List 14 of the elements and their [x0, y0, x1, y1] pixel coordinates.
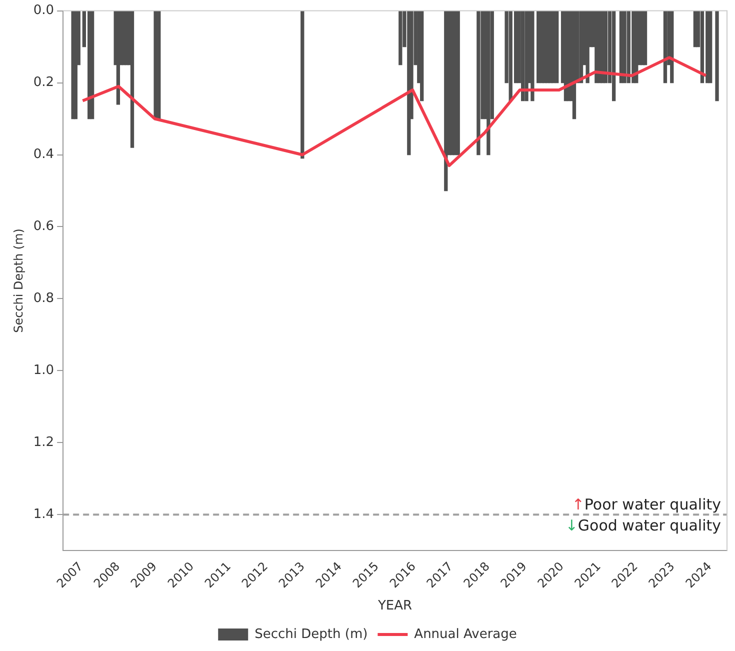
x-axis-title: YEAR	[376, 598, 412, 614]
y-tick-label: 0.8	[33, 291, 54, 306]
y-tick-label: 1.0	[33, 363, 54, 378]
y-tick-label: 1.4	[33, 507, 54, 522]
legend-label: Secchi Depth (m)	[254, 626, 368, 642]
y-tick-label: 1.2	[33, 435, 54, 450]
y-axis-title: Secchi Depth (m)	[11, 228, 26, 333]
y-tick-label: 0.2	[33, 75, 54, 90]
y-tick-label: 0.6	[33, 219, 54, 234]
annotation: ↓Good water quality	[565, 516, 722, 535]
legend-label: Annual Average	[414, 626, 517, 642]
y-tick-label: 0.4	[33, 147, 54, 162]
y-tick-label: 0.0	[33, 3, 54, 18]
annotation: ↑Poor water quality	[572, 496, 722, 514]
